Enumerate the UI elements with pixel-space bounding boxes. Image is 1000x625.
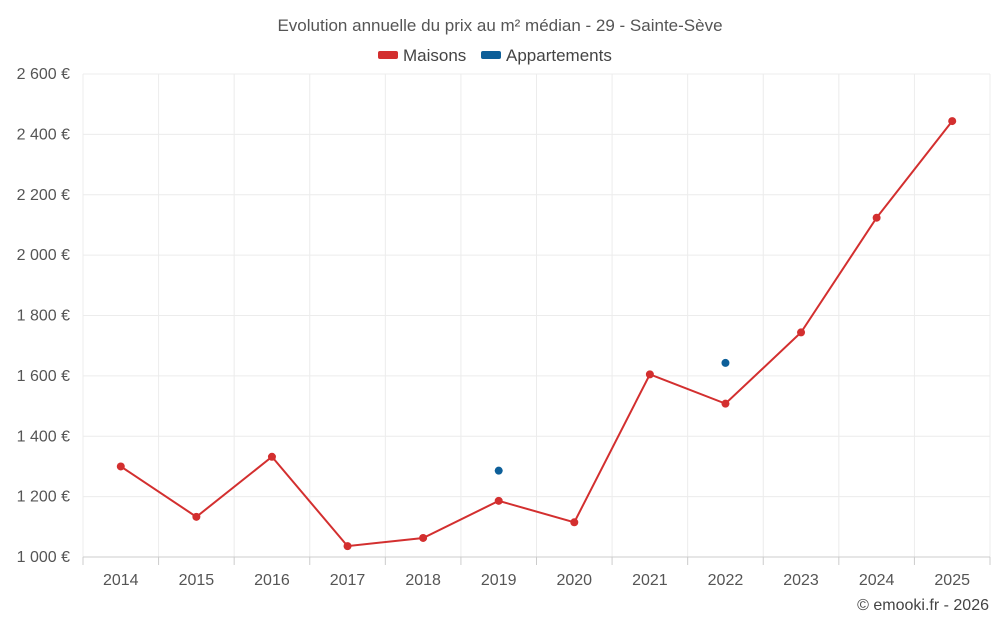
series-appartements	[494, 358, 730, 475]
x-tick-label: 2021	[632, 572, 668, 589]
data-point-maisons-2025[interactable]	[948, 117, 957, 126]
series	[116, 117, 957, 551]
data-point-maisons-2022[interactable]	[721, 399, 730, 408]
data-point-maisons-2016[interactable]	[267, 452, 276, 461]
data-point-appartements-2019[interactable]	[494, 466, 503, 475]
data-point-maisons-2018[interactable]	[419, 533, 428, 542]
y-tick-label: 2 400 €	[17, 126, 70, 143]
data-point-maisons-2020[interactable]	[570, 518, 579, 527]
y-tick-label: 2 600 €	[17, 66, 70, 83]
legend-item-appartements[interactable]: Appartements	[481, 46, 612, 65]
legend-item-maisons[interactable]: Maisons	[378, 46, 466, 65]
chart-title: Evolution annuelle du prix au m² médian …	[277, 16, 722, 35]
y-tick-label: 2 000 €	[17, 247, 70, 264]
data-point-maisons-2021[interactable]	[645, 370, 654, 379]
x-tick-label: 2020	[556, 572, 592, 589]
legend-swatch-appartements	[481, 51, 501, 59]
x-tick-label: 2017	[330, 572, 366, 589]
y-axis-ticks: 1 000 € 1 200 € 1 400 € 1 600 € 1 800 € 2 000…	[17, 66, 70, 566]
x-tick-label: 2014	[103, 572, 139, 589]
axes	[82, 556, 991, 565]
series-line-maisons	[120, 120, 953, 548]
y-tick-label: 1 600 €	[17, 368, 70, 385]
x-tick-label: 2016	[254, 572, 290, 589]
x-tick-label: 2022	[708, 572, 744, 589]
data-point-maisons-2015[interactable]	[192, 512, 201, 521]
x-tick-label: 2018	[405, 572, 441, 589]
x-tick-label: 2015	[179, 572, 215, 589]
legend-swatch-maisons	[378, 51, 398, 59]
data-point-maisons-2014[interactable]	[116, 462, 125, 471]
x-tick-label: 2019	[481, 572, 517, 589]
y-tick-label: 1 000 €	[17, 549, 70, 566]
x-axis-ticks: 2014 2015 2016 2017 2018 2019 2020 2021 2022 2023…	[103, 572, 970, 589]
data-point-maisons-2023[interactable]	[797, 328, 806, 337]
y-tick-label: 1 800 €	[17, 308, 70, 325]
legend: Maisons Appartements	[378, 46, 612, 65]
legend-label-maisons: Maisons	[403, 46, 466, 65]
legend-label-appartements: Appartements	[506, 46, 612, 65]
y-tick-label: 2 200 €	[17, 187, 70, 204]
x-tick-label: 2023	[783, 572, 819, 589]
series-maisons	[116, 117, 957, 551]
y-tick-label: 1 200 €	[17, 489, 70, 506]
y-tick-label: 1 400 €	[17, 428, 70, 445]
x-tick-label: 2024	[859, 572, 895, 589]
x-tick-label: 2025	[934, 572, 970, 589]
data-point-maisons-2024[interactable]	[872, 213, 881, 222]
credit-text: © emooki.fr - 2026	[857, 597, 989, 614]
data-point-maisons-2017[interactable]	[343, 542, 352, 551]
data-point-maisons-2019[interactable]	[494, 496, 503, 505]
data-point-appartements-2022[interactable]	[721, 358, 730, 367]
grid-lines	[82, 73, 991, 557]
